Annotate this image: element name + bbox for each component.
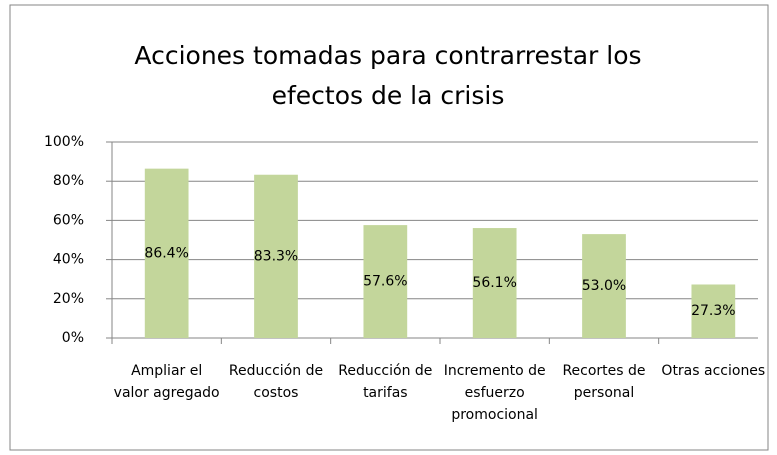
x-tick-label: Recortes de personal: [562, 363, 646, 401]
value-label: 53.0%: [582, 278, 626, 294]
x-tick-label: Otras acciones: [661, 363, 766, 379]
y-tick-label: 60%: [53, 212, 84, 228]
value-label: 56.1%: [472, 275, 516, 291]
chart-title: Acciones tomadas para contrarrestar los …: [134, 41, 642, 110]
bar: [363, 225, 408, 338]
x-tick-label: Reducción de tarifas: [338, 363, 433, 401]
y-tick-label: 20%: [53, 291, 84, 307]
y-tick-label: 80%: [53, 173, 84, 189]
y-tick-label: 0%: [62, 330, 84, 346]
bar: [582, 234, 626, 338]
bar: [254, 174, 298, 338]
bar: [472, 228, 517, 338]
value-label: 86.4%: [144, 245, 188, 261]
value-label: 83.3%: [254, 248, 298, 264]
value-label: 27.3%: [691, 303, 735, 319]
bar: [691, 284, 736, 338]
x-tick-label: Reducción de costos: [228, 363, 324, 401]
value-label: 57.6%: [363, 274, 407, 290]
bar: [144, 168, 189, 338]
y-tick-label: 100%: [44, 134, 84, 150]
chart-border: [9, 4, 769, 451]
y-tick-label: 40%: [53, 252, 84, 268]
x-tick-label: Incremento de esfuerzo promocional: [443, 363, 546, 423]
x-tick-label: Ampliar el valor agregado: [113, 363, 220, 401]
